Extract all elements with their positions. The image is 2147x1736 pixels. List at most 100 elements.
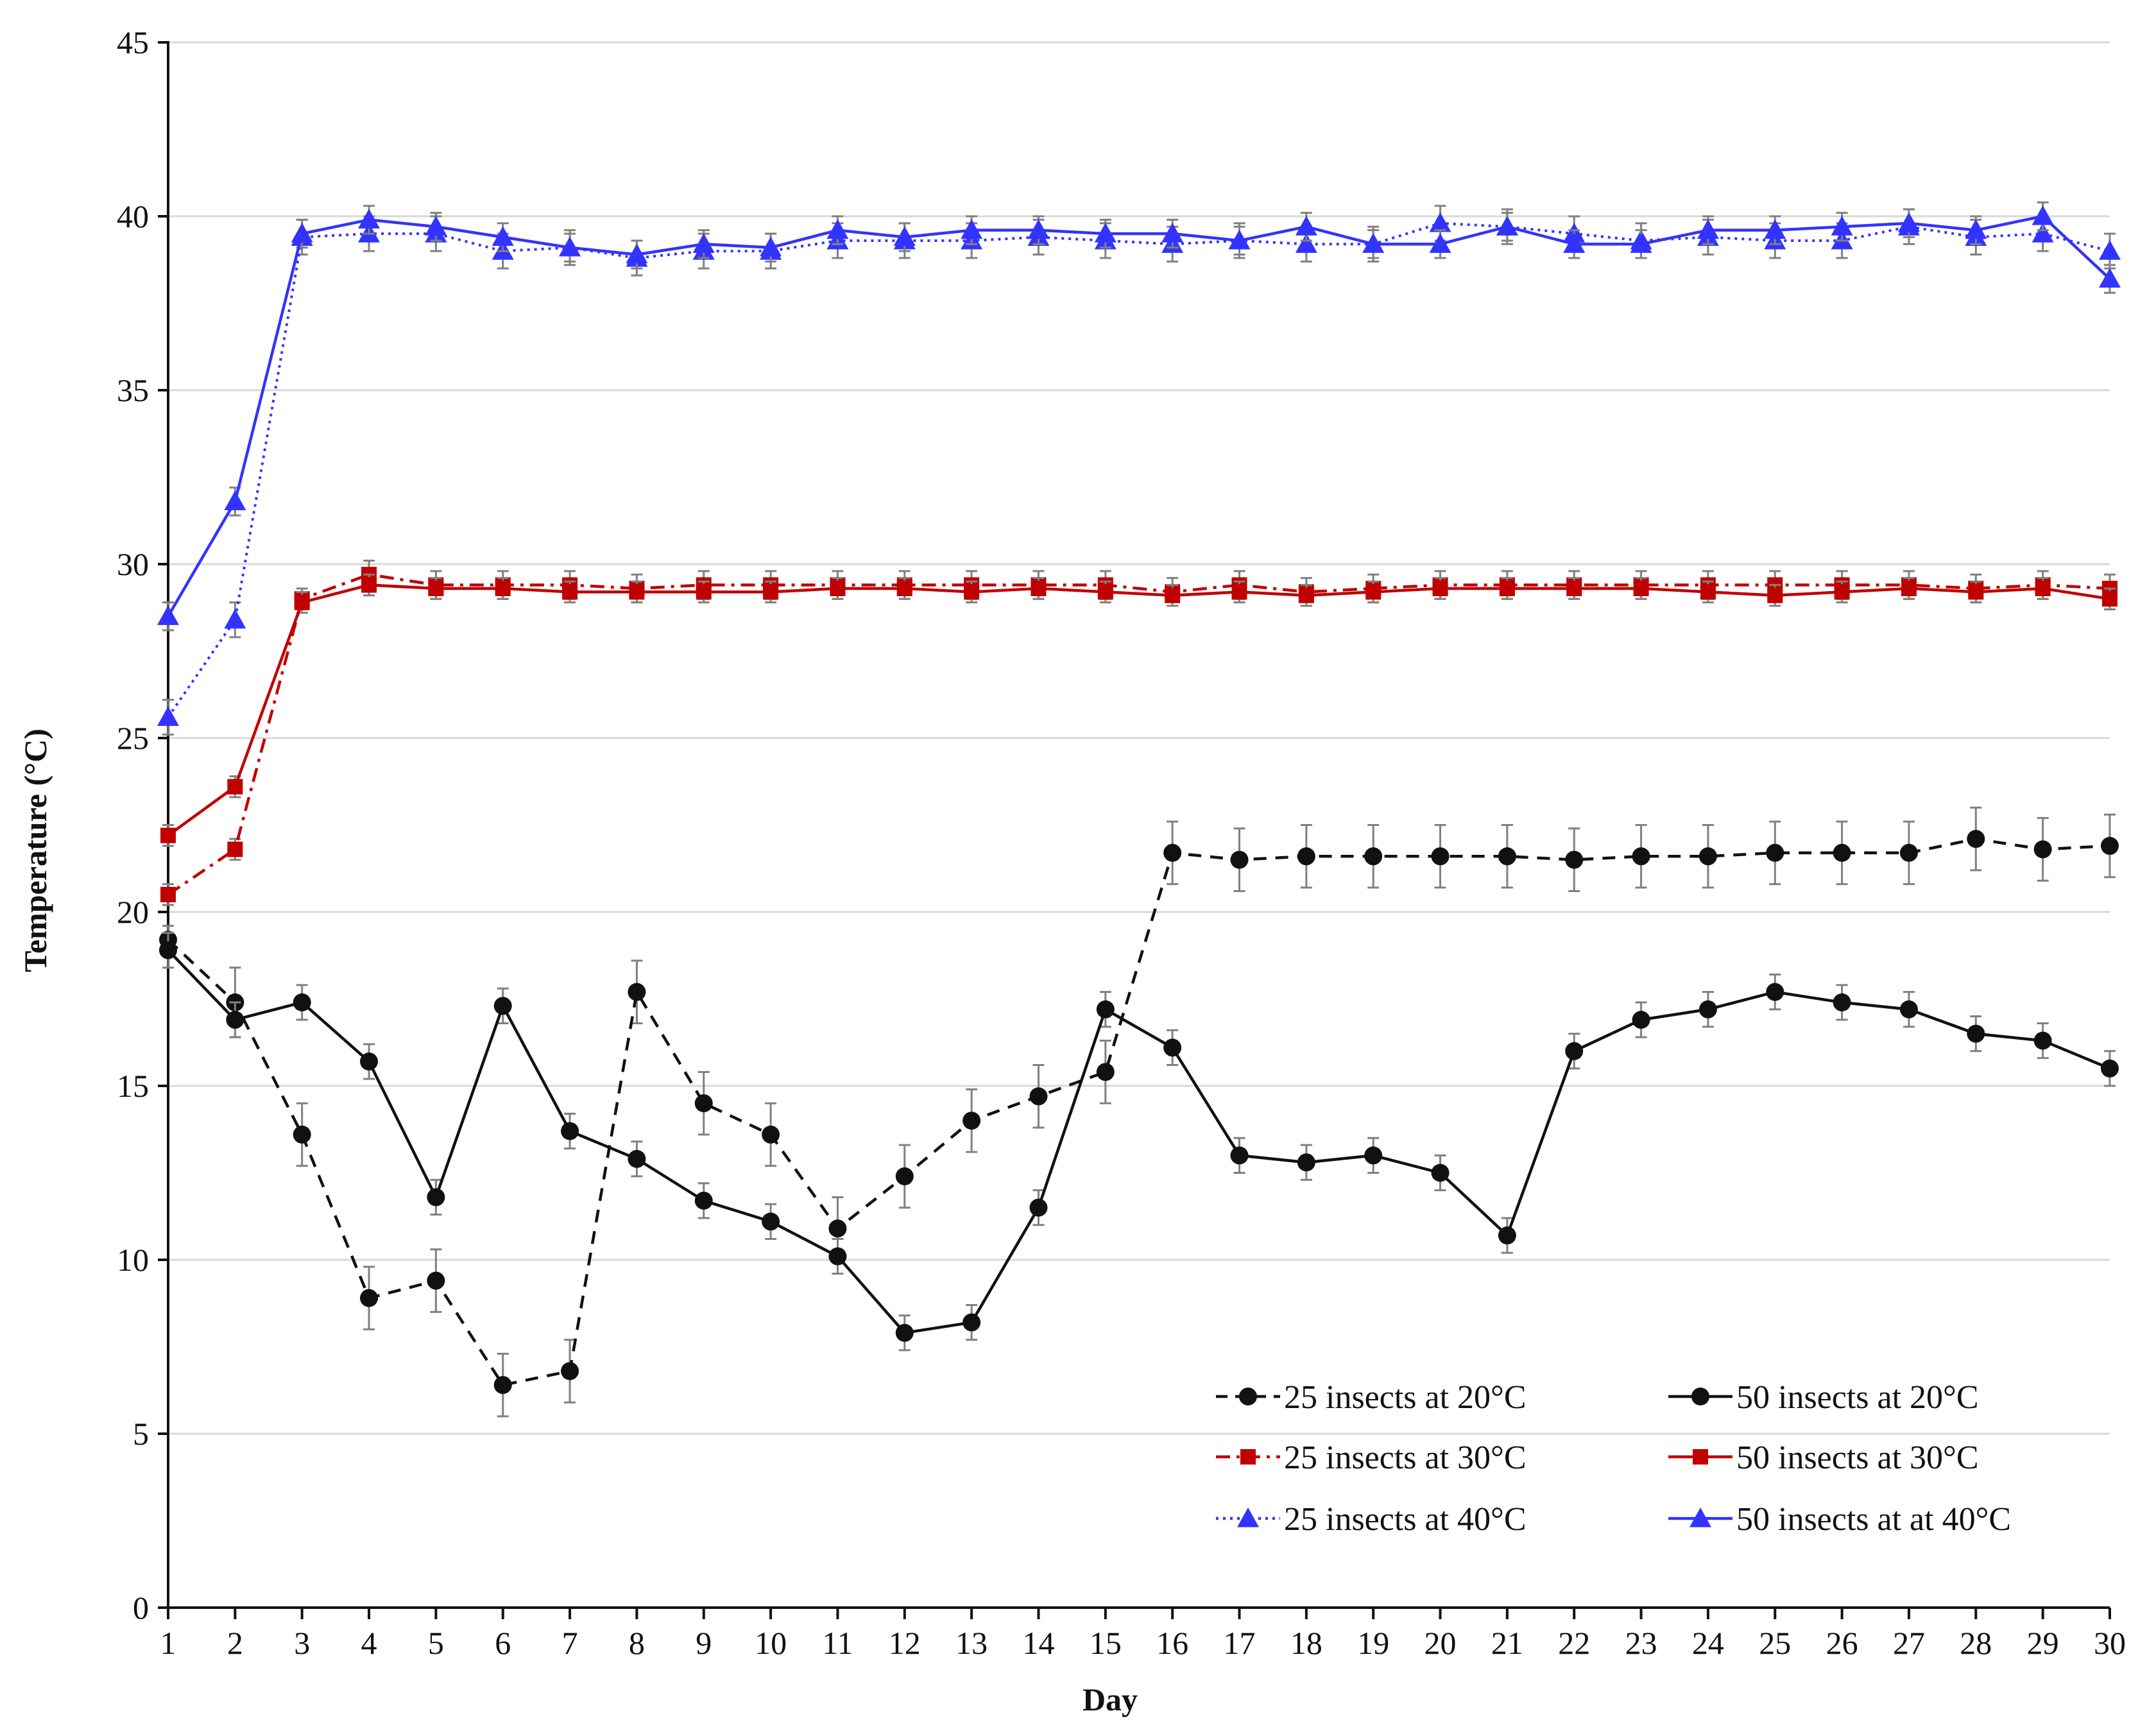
data-point-day-2	[224, 608, 246, 629]
data-point-day-29	[2033, 840, 2052, 859]
x-tick-label-5: 5	[428, 1625, 444, 1661]
data-point-day-23	[1633, 580, 1649, 596]
x-tick-label-7: 7	[562, 1625, 578, 1661]
series-25-insects-at-20-c	[159, 806, 2119, 1418]
data-point-day-16	[1165, 587, 1181, 603]
x-tick-label-27: 27	[1893, 1625, 1925, 1661]
axes	[167, 41, 2110, 1609]
data-point-day-23	[1632, 847, 1650, 866]
x-tick-label-29: 29	[2027, 1625, 2059, 1661]
data-point-day-8	[626, 243, 648, 264]
legend-label: 50 insects at at 40°C	[1736, 1501, 2011, 1538]
data-point-day-16	[1161, 223, 1184, 243]
legend-marker	[1240, 1449, 1256, 1465]
data-point-day-2	[224, 490, 246, 511]
data-point-day-23	[1632, 1011, 1650, 1029]
data-point-day-15	[1096, 1063, 1115, 1081]
data-point-day-2	[226, 1011, 244, 1029]
data-point-day-19	[1364, 847, 1383, 866]
data-point-day-27	[1901, 580, 1917, 596]
data-point-day-2	[227, 778, 243, 795]
legend-item-50-insects-at-30-c: 50 insects at 30°C	[1668, 1440, 1979, 1476]
data-point-day-24	[1698, 1000, 1717, 1018]
data-point-day-29	[2032, 205, 2054, 225]
x-tick-label-11: 11	[822, 1625, 853, 1661]
legend-item-50-insects-at-20-c: 50 insects at 20°C	[1668, 1379, 1979, 1416]
series-line	[167, 837, 2110, 1387]
data-point-day-4	[360, 1053, 379, 1071]
series-25-insects-at-40-c	[157, 205, 2121, 736]
data-point-day-17	[1230, 850, 1249, 869]
data-point-day-22	[1563, 233, 1586, 253]
data-point-day-3	[294, 594, 310, 610]
data-point-day-22	[1565, 1042, 1584, 1060]
data-point-day-29	[2033, 1031, 2052, 1050]
x-tick-label-19: 19	[1357, 1625, 1389, 1661]
data-point-day-18	[1295, 233, 1317, 253]
data-point-day-22	[1566, 580, 1582, 596]
data-point-day-9	[696, 584, 712, 600]
data-point-day-1	[160, 827, 176, 843]
y-axis-ticks: 0 5 10 15 20 25 30 35 40 45	[117, 24, 168, 1626]
data-point-day-10	[763, 584, 779, 600]
x-tick-label-15: 15	[1090, 1625, 1122, 1661]
data-point-day-5	[428, 580, 444, 596]
data-point-day-23	[1630, 233, 1652, 253]
legend-item-25-insects-at-40-c: 25 insects at 40°C	[1216, 1501, 1527, 1538]
data-point-day-25	[1766, 843, 1784, 862]
y-tick-label-15: 15	[117, 1068, 149, 1104]
y-tick-label-45: 45	[117, 24, 149, 60]
legend-marker	[1689, 1508, 1711, 1527]
legend-marker	[1691, 1388, 1709, 1405]
data-point-day-28	[1968, 584, 1984, 600]
legend-item-25-insects-at-20-c: 25 insects at 20°C	[1216, 1379, 1527, 1416]
data-point-day-30	[2101, 1059, 2119, 1078]
data-point-day-1	[157, 706, 179, 726]
x-tick-label-21: 21	[1491, 1625, 1523, 1661]
data-point-day-7	[562, 584, 578, 600]
x-tick-label-24: 24	[1692, 1625, 1724, 1661]
data-point-day-8	[629, 584, 645, 600]
data-point-day-6	[493, 1376, 512, 1395]
x-tick-label-18: 18	[1290, 1625, 1322, 1661]
data-point-day-19	[1365, 584, 1381, 600]
y-axis-title: Temperature (°C)	[17, 728, 53, 972]
data-point-day-28	[1965, 219, 1987, 239]
data-point-day-21	[1498, 1226, 1516, 1245]
data-point-day-12	[895, 1323, 914, 1342]
series-layer	[157, 201, 2121, 1418]
data-point-day-9	[694, 1191, 713, 1210]
x-tick-label-20: 20	[1424, 1625, 1457, 1661]
legend-marker	[1239, 1388, 1257, 1405]
data-point-day-20	[1432, 580, 1448, 596]
data-point-day-15	[1096, 1000, 1115, 1018]
data-point-day-27	[1899, 843, 1918, 862]
data-point-day-26	[1834, 584, 1850, 600]
data-point-day-24	[1700, 584, 1716, 600]
data-point-day-11	[828, 1219, 847, 1238]
data-point-day-13	[961, 219, 983, 239]
x-axis-title: Day	[1082, 1681, 1138, 1717]
data-point-day-30	[2099, 240, 2121, 260]
data-point-day-28	[1967, 830, 1985, 848]
data-point-day-20	[1431, 1164, 1450, 1182]
x-tick-label-10: 10	[755, 1625, 787, 1661]
data-point-day-3	[293, 993, 311, 1011]
data-point-day-30	[2099, 268, 2121, 288]
legend-label: 25 insects at 40°C	[1284, 1501, 1527, 1538]
data-point-day-1	[160, 886, 176, 902]
x-tick-label-23: 23	[1625, 1625, 1657, 1661]
y-tick-label-30: 30	[117, 546, 149, 582]
data-point-day-10	[760, 236, 782, 257]
y-tick-label-5: 5	[133, 1416, 149, 1452]
data-point-day-6	[493, 997, 512, 1015]
data-point-day-7	[559, 236, 581, 257]
x-tick-label-1: 1	[160, 1625, 176, 1661]
data-point-day-25	[1764, 219, 1786, 239]
data-point-day-6	[492, 226, 514, 246]
data-point-day-25	[1767, 587, 1783, 603]
data-point-day-11	[830, 580, 846, 596]
data-point-day-4	[358, 209, 381, 229]
x-axis-ticks: 1 2 3 4 5 6 7 8 9 10 11 12 13 14 15 16 17 18 19 20 21 22 23 24 2…	[160, 1608, 2126, 1661]
y-tick-label-25: 25	[117, 720, 149, 756]
